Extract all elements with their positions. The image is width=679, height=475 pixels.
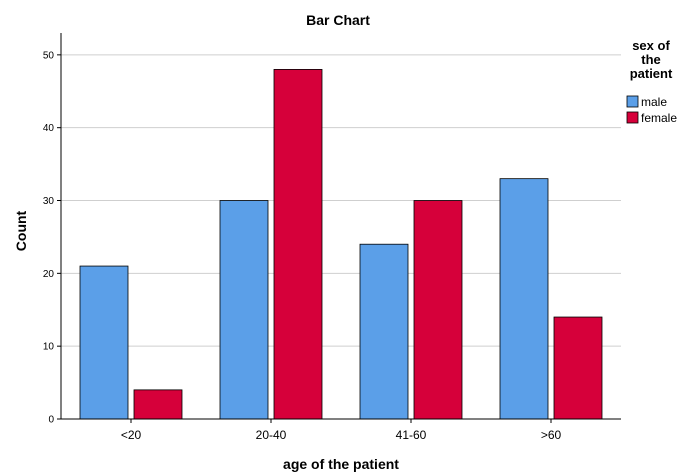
bar-female-0: [133, 389, 183, 420]
legend-label-female: female: [641, 111, 677, 125]
bar-male-0: [79, 265, 129, 420]
x-tick-label: >60: [541, 428, 562, 442]
y-tick-label: 0: [48, 415, 54, 426]
y-tick-label: 20: [43, 269, 55, 280]
legend-title-line: sex of: [632, 38, 670, 53]
x-tick-label: 20-40: [256, 428, 287, 442]
legend-swatch-female: [626, 111, 639, 124]
bar-male-3: [499, 178, 549, 420]
x-axis-title: age of the patient: [283, 456, 399, 472]
y-axis-title: Count: [13, 210, 29, 251]
y-tick-label: 40: [43, 123, 55, 134]
x-tick-label: <20: [121, 428, 142, 442]
legend-title-line: patient: [630, 66, 673, 81]
x-tick-label: 41-60: [396, 428, 427, 442]
legend-title-line: the: [641, 52, 661, 67]
x-tick-labels: <20 20-40 41-60 >60: [121, 428, 562, 442]
bar-female-1: [273, 69, 323, 420]
y-tick-labels: 0 10 20 30 40 50: [43, 50, 55, 425]
y-tick-label: 50: [43, 50, 55, 61]
bars: [79, 69, 603, 420]
axes: [57, 33, 621, 423]
bar-female-3: [553, 316, 603, 420]
legend-label-male: male: [641, 95, 667, 109]
y-tick-label: 30: [43, 196, 55, 207]
legend-swatch-male: [626, 95, 639, 108]
y-tick-label: 10: [43, 342, 55, 353]
bar-male-2: [359, 243, 409, 420]
bar-female-2: [413, 200, 463, 420]
bar-male-1: [219, 200, 269, 420]
chart-title: Bar Chart: [306, 12, 370, 28]
